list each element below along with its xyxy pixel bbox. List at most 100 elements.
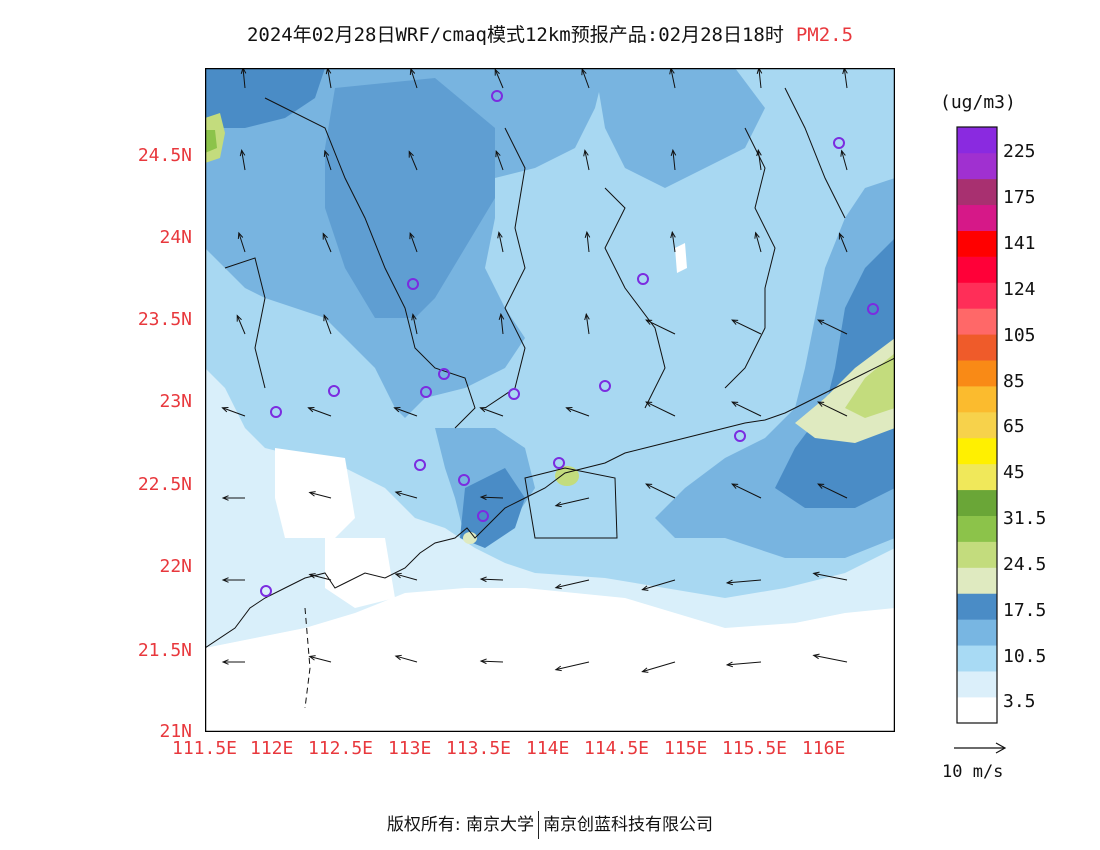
pm25-map xyxy=(205,68,895,732)
legend-unit: (ug/m3) xyxy=(940,92,1016,113)
wind-arrow xyxy=(645,401,676,417)
wind-arrow-head xyxy=(221,577,229,583)
station-marker xyxy=(477,510,489,522)
legend-label-65: 65 xyxy=(1003,416,1025,437)
wind-arrow-head xyxy=(812,571,820,578)
station-marker xyxy=(599,380,611,392)
wind-arrow-head xyxy=(394,572,402,579)
wind-arrow xyxy=(670,68,676,89)
wind-arrow xyxy=(498,232,504,253)
legend-color-box xyxy=(957,645,997,672)
wind-arrow xyxy=(409,233,418,253)
legend-label-31.5: 31.5 xyxy=(1003,508,1047,529)
wind-arrow xyxy=(308,407,332,417)
wind-arrow xyxy=(838,233,848,253)
legend-color-box xyxy=(957,541,997,568)
zone-pale-green-east xyxy=(795,338,895,443)
wind-arrow xyxy=(408,151,418,171)
wind-arrow xyxy=(757,150,762,171)
wind-arrow xyxy=(731,401,762,417)
wind-arrow xyxy=(645,483,676,499)
lat-label-22n: 22N xyxy=(159,556,192,577)
wind-arrow xyxy=(585,314,590,335)
wind-arrow-head xyxy=(812,653,820,660)
lon-label-114.5e: 114.5E xyxy=(584,738,650,759)
title-text: 2024年02月28日WRF/cmaq模式12km预报产品:02月28日18时 xyxy=(246,24,784,46)
wind-arrow-head xyxy=(221,495,229,501)
zone-green-nw xyxy=(205,130,217,153)
wind-arrow-head xyxy=(323,149,330,157)
legend-color-box xyxy=(957,127,997,154)
stations xyxy=(260,90,879,597)
wind-arrow xyxy=(500,314,504,335)
admin-border-3 xyxy=(604,187,666,409)
wind-arrow xyxy=(555,579,590,589)
hong-kong-boundary xyxy=(524,467,618,539)
station-marker xyxy=(833,137,845,149)
legend-border xyxy=(956,126,998,724)
zone-white-coast xyxy=(325,538,395,608)
wind-arrow-head xyxy=(584,230,591,238)
wind-arrow-head xyxy=(817,401,825,407)
zone-yellow-green-hk xyxy=(555,466,579,486)
wind-arrow xyxy=(412,314,418,335)
wind-arrow xyxy=(586,232,590,253)
legend-label-175: 175 xyxy=(1003,187,1036,208)
legend-color-box xyxy=(957,697,997,724)
wind-arrow-head xyxy=(479,576,487,583)
wind-arrow xyxy=(727,661,762,666)
wind-arrow xyxy=(642,661,676,673)
station-marker xyxy=(491,90,503,102)
lat-label-23.5n: 23.5N xyxy=(137,309,192,330)
wind-arrow-head xyxy=(670,148,677,156)
legend-color-box xyxy=(957,437,997,465)
legend-label-45: 45 xyxy=(1003,462,1025,483)
legend-label-85: 85 xyxy=(1003,371,1025,392)
wind-arrow-head xyxy=(323,313,329,322)
wind-arrow-head xyxy=(236,314,242,322)
coastline-main xyxy=(205,357,895,649)
wind-arrow-head xyxy=(670,230,676,239)
wind-arrow-head xyxy=(237,231,244,239)
station-marker xyxy=(414,459,426,471)
admin-border-5 xyxy=(224,257,266,389)
wind-arrow-head xyxy=(497,231,503,239)
lon-label-113e: 113E xyxy=(388,738,432,759)
wind-arrow xyxy=(222,407,246,417)
wind-arrow xyxy=(480,578,504,581)
wind-arrow-head xyxy=(409,231,415,240)
wind-arrow xyxy=(555,497,590,507)
wind-arrow-head xyxy=(479,406,487,413)
station-marker xyxy=(458,474,470,486)
legend-color-box xyxy=(957,593,997,620)
legend-color-box xyxy=(957,334,997,361)
lat-label-24.5n: 24.5N xyxy=(137,145,192,166)
zone-dark-prd xyxy=(460,468,525,548)
wind-arrow xyxy=(731,319,762,335)
wind-arrow-head xyxy=(322,232,328,240)
legend-label-3.5: 3.5 xyxy=(1003,691,1036,712)
wind-arrow xyxy=(309,656,332,663)
wind-arrow-head xyxy=(645,483,653,489)
legend-color-box xyxy=(957,204,997,231)
wind-arrow-head xyxy=(584,312,590,321)
wind-arrow-head xyxy=(756,148,762,157)
wind-arrow xyxy=(395,573,418,581)
wind-arrow xyxy=(480,407,504,417)
wind-arrow xyxy=(322,233,332,253)
legend-color-box xyxy=(957,463,997,491)
wind-arrow xyxy=(758,68,762,89)
wind-arrow-head xyxy=(221,406,229,413)
chart-title: 2024年02月28日WRF/cmaq模式12km预报产品:02月28日18时 P… xyxy=(0,20,1100,47)
wind-arrow-head xyxy=(308,655,316,661)
legend-color-box xyxy=(957,256,997,283)
legend-color-box xyxy=(957,308,997,335)
admin-border-2 xyxy=(484,127,526,409)
wind-arrow-head xyxy=(554,665,562,672)
wind-arrow-head xyxy=(817,483,825,489)
lat-label-21n: 21N xyxy=(159,721,192,742)
wind-arrow xyxy=(581,69,590,89)
admin-border-4 xyxy=(724,127,776,389)
wind-arrow-head xyxy=(308,573,316,579)
station-marker xyxy=(270,406,282,418)
